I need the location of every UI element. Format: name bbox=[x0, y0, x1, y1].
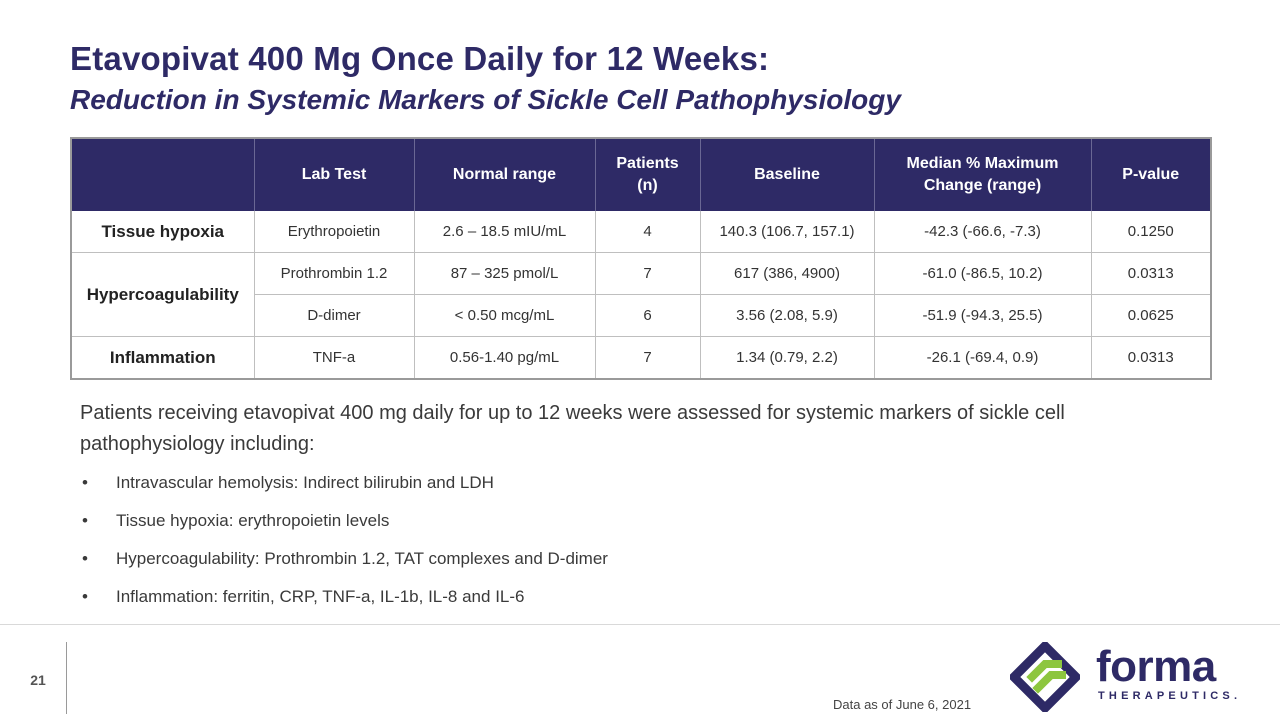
median-change-cell: -51.9 (-94.3, 25.5) bbox=[874, 294, 1092, 337]
header-patients-label: Patients (n) bbox=[616, 155, 679, 194]
header-cell-patients: Patients (n) bbox=[595, 138, 701, 211]
list-item: Tissue hypoxia: erythropoietin levels bbox=[80, 506, 608, 544]
lab-test-cell: TNF-a bbox=[254, 336, 415, 380]
p-value-cell: 0.0313 bbox=[1091, 252, 1212, 295]
header-cell-normal-range: Normal range bbox=[414, 138, 596, 211]
list-item: Inflammation: ferritin, CRP, TNF-a, IL-1… bbox=[80, 582, 608, 620]
data-date-footnote: Data as of June 6, 2021 bbox=[833, 697, 972, 712]
p-value-cell: 0.0625 bbox=[1091, 294, 1212, 337]
lab-test-cell: D-dimer bbox=[254, 294, 415, 337]
table-row: Inflammation TNF-a 0.56-1.40 pg/mL 7 1.3… bbox=[71, 336, 1212, 380]
logo-wordmark: forma bbox=[1096, 642, 1216, 691]
normal-range-cell: < 0.50 mcg/mL bbox=[414, 294, 596, 337]
lab-test-cell: Prothrombin 1.2 bbox=[254, 252, 415, 295]
category-cell: Tissue hypoxia bbox=[71, 211, 255, 253]
baseline-cell: 3.56 (2.08, 5.9) bbox=[700, 294, 875, 337]
list-item: Intravascular hemolysis: Indirect biliru… bbox=[80, 468, 608, 506]
category-cell: Inflammation bbox=[71, 336, 255, 380]
baseline-cell: 1.34 (0.79, 2.2) bbox=[700, 336, 875, 380]
patients-cell: 7 bbox=[595, 252, 701, 295]
normal-range-cell: 87 – 325 pmol/L bbox=[414, 252, 596, 295]
lab-results-table: Lab Test Normal range Patients (n) Basel… bbox=[70, 137, 1212, 380]
normal-range-cell: 0.56-1.40 pg/mL bbox=[414, 336, 596, 380]
footer-divider bbox=[0, 624, 1280, 625]
table-row: Hypercoagulability Prothrombin 1.2 87 – … bbox=[71, 252, 1212, 337]
page-number: 21 bbox=[30, 672, 46, 688]
p-value-cell: 0.1250 bbox=[1091, 211, 1212, 253]
category-cell: Hypercoagulability bbox=[71, 252, 255, 337]
header-median-label: Median % Maximum Change (range) bbox=[906, 155, 1059, 194]
header-cell-p-value: P-value bbox=[1091, 138, 1211, 211]
normal-range-cell: 2.6 – 18.5 mIU/mL bbox=[414, 211, 596, 253]
table-row: D-dimer < 0.50 mcg/mL 6 3.56 (2.08, 5.9)… bbox=[71, 294, 1212, 337]
table-header-row: Lab Test Normal range Patients (n) Basel… bbox=[71, 138, 1211, 211]
patients-cell: 4 bbox=[595, 211, 701, 253]
forma-logo-icon bbox=[1010, 642, 1080, 712]
list-item: Hypercoagulability: Prothrombin 1.2, TAT… bbox=[80, 544, 608, 582]
patients-cell: 6 bbox=[595, 294, 701, 337]
lab-test-cell: Erythropoietin bbox=[254, 211, 415, 253]
baseline-cell: 140.3 (106.7, 157.1) bbox=[700, 211, 875, 253]
median-change-cell: -61.0 (-86.5, 10.2) bbox=[874, 252, 1092, 295]
header-cell-median-change: Median % Maximum Change (range) bbox=[874, 138, 1092, 211]
logo-subtitle: THERAPEUTICS. bbox=[1098, 690, 1242, 702]
slide-subtitle: Reduction in Systemic Markers of Sickle … bbox=[70, 84, 901, 115]
slide-title: Etavopivat 400 Mg Once Daily for 12 Week… bbox=[70, 40, 770, 77]
table-row: Tissue hypoxia Erythropoietin 2.6 – 18.5… bbox=[71, 211, 1212, 253]
header-cell-lab-test: Lab Test bbox=[254, 138, 415, 211]
header-cell-category bbox=[71, 138, 255, 211]
summary-paragraph: Patients receiving etavopivat 400 mg dai… bbox=[80, 402, 1065, 455]
p-value-cell: 0.0313 bbox=[1091, 336, 1212, 380]
median-change-cell: -26.1 (-69.4, 0.9) bbox=[874, 336, 1092, 380]
baseline-cell: 617 (386, 4900) bbox=[700, 252, 875, 295]
header-cell-baseline: Baseline bbox=[700, 138, 875, 211]
patients-cell: 7 bbox=[595, 336, 701, 380]
median-change-cell: -42.3 (-66.6, -7.3) bbox=[874, 211, 1092, 253]
page-number-divider bbox=[66, 642, 67, 714]
marker-bullet-list: Intravascular hemolysis: Indirect biliru… bbox=[80, 468, 608, 620]
